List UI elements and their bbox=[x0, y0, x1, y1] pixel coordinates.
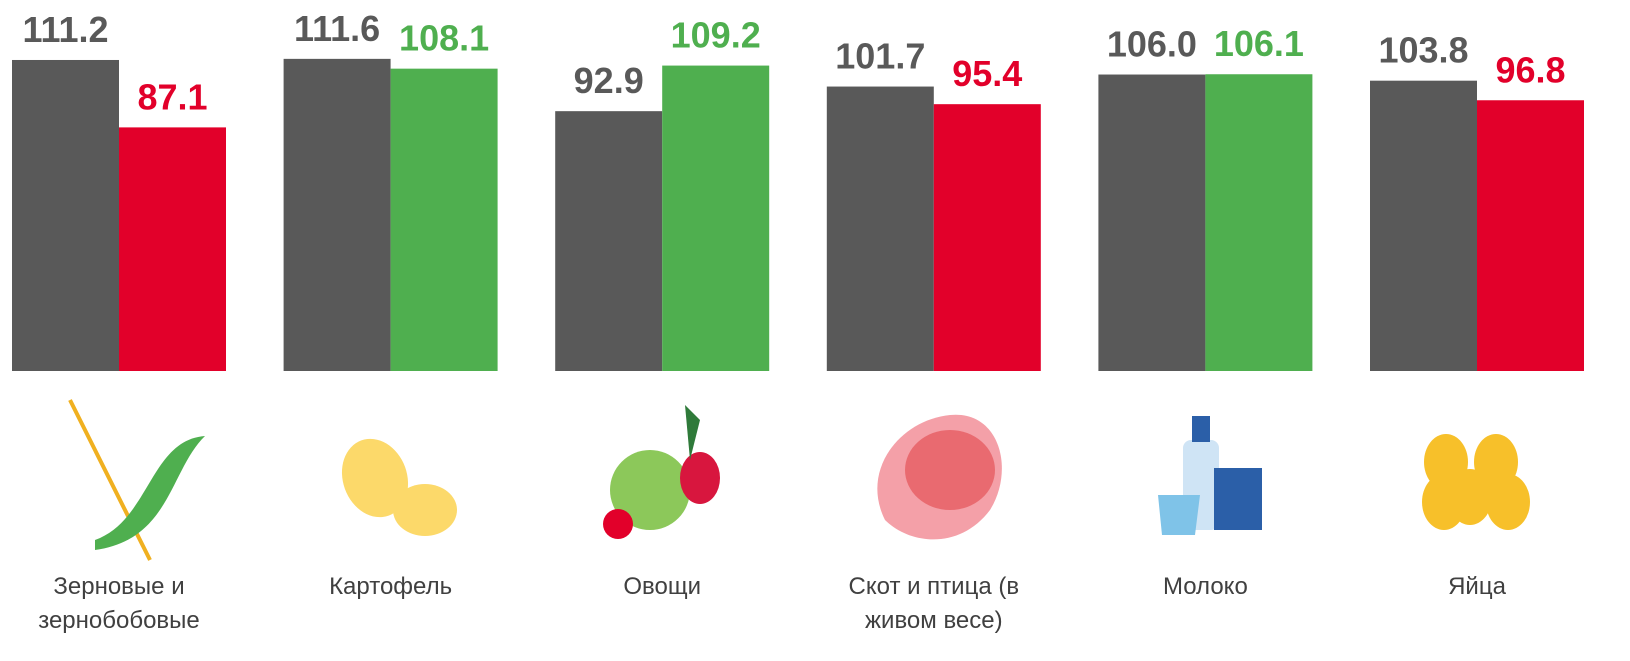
bar bbox=[826, 86, 934, 372]
category-label: Овощи bbox=[623, 573, 702, 600]
bar bbox=[1098, 74, 1206, 371]
value-label: 95.4 bbox=[952, 53, 1022, 94]
value-label: 106.1 bbox=[1214, 23, 1304, 64]
icon bbox=[610, 450, 690, 530]
value-label: 111.6 bbox=[294, 8, 380, 49]
bar bbox=[12, 59, 119, 372]
bar bbox=[283, 58, 391, 372]
value-label: 96.8 bbox=[1495, 49, 1565, 90]
icons bbox=[68, 399, 1530, 561]
icon bbox=[1448, 469, 1492, 525]
value-label: 103.8 bbox=[1378, 30, 1468, 71]
value-label: 106.0 bbox=[1107, 24, 1197, 65]
icon bbox=[1214, 468, 1262, 530]
category-label: Молоко bbox=[1162, 573, 1248, 600]
bar bbox=[662, 65, 770, 372]
icon bbox=[1486, 474, 1530, 530]
icon bbox=[341, 438, 409, 518]
icon bbox=[603, 509, 633, 539]
value-label: 87.1 bbox=[137, 76, 207, 117]
bar bbox=[1205, 74, 1313, 371]
value-label: 101.7 bbox=[835, 36, 925, 77]
value-label: 109.2 bbox=[671, 15, 761, 56]
bar bbox=[933, 104, 1041, 372]
value-label: 108.1 bbox=[399, 18, 489, 59]
category-label: Зерновые и зернобобовые bbox=[38, 573, 200, 634]
icon bbox=[393, 484, 457, 536]
category-label: Скот и птица (в живом весе) bbox=[848, 573, 1020, 634]
icon bbox=[1192, 416, 1210, 442]
icon bbox=[905, 430, 995, 510]
icon bbox=[685, 405, 700, 460]
category-label: Яйца bbox=[1448, 573, 1506, 600]
bar bbox=[1477, 100, 1584, 371]
bar bbox=[390, 68, 498, 371]
value-label: 92.9 bbox=[574, 60, 644, 101]
icon bbox=[1158, 495, 1200, 535]
bar bbox=[555, 111, 663, 372]
bar bbox=[119, 127, 226, 371]
value-label: 111.2 bbox=[22, 9, 108, 50]
category-label: Картофель bbox=[329, 573, 453, 600]
bar bbox=[1370, 80, 1477, 371]
icon bbox=[680, 452, 720, 504]
icon bbox=[95, 436, 205, 550]
